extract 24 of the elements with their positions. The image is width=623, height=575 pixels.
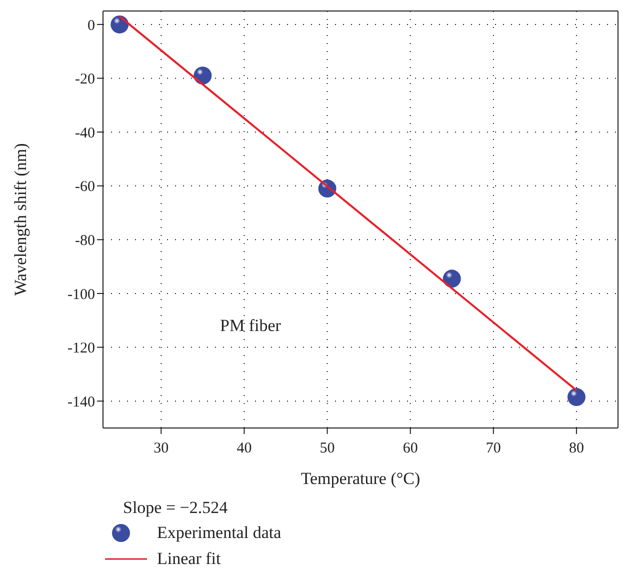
y-tick-label: -80 (75, 233, 95, 249)
legend-label: Experimental data (157, 523, 282, 543)
y-axis-title: Wavelength shift (nm) (11, 143, 30, 296)
x-tick-label: 60 (402, 440, 418, 457)
y-tick-label: 0 (88, 18, 95, 34)
x-tick-label: 30 (154, 440, 169, 457)
y-tick-label: -140 (68, 394, 95, 410)
x-tick-label: 50 (320, 440, 335, 457)
x-tick-label: 40 (236, 440, 252, 457)
point (567, 388, 586, 406)
point (442, 270, 461, 288)
y-tick-label: -120 (68, 340, 95, 357)
annotation: PM fiber (220, 316, 281, 336)
y-tick-label: -40 (75, 125, 95, 142)
point (194, 66, 212, 85)
x-tick-label: 80 (568, 440, 584, 457)
text: Slope = −2.524 (123, 498, 229, 518)
point (110, 15, 129, 34)
x-axis-title: Temperature (°C) (300, 469, 420, 488)
y-tick-label: -20 (75, 72, 95, 88)
legend-label: Linear fit (157, 549, 221, 569)
x-tick-label: 70 (486, 440, 501, 457)
y-tick-label: -100 (68, 286, 95, 303)
y-tick-label: -60 (75, 179, 95, 196)
